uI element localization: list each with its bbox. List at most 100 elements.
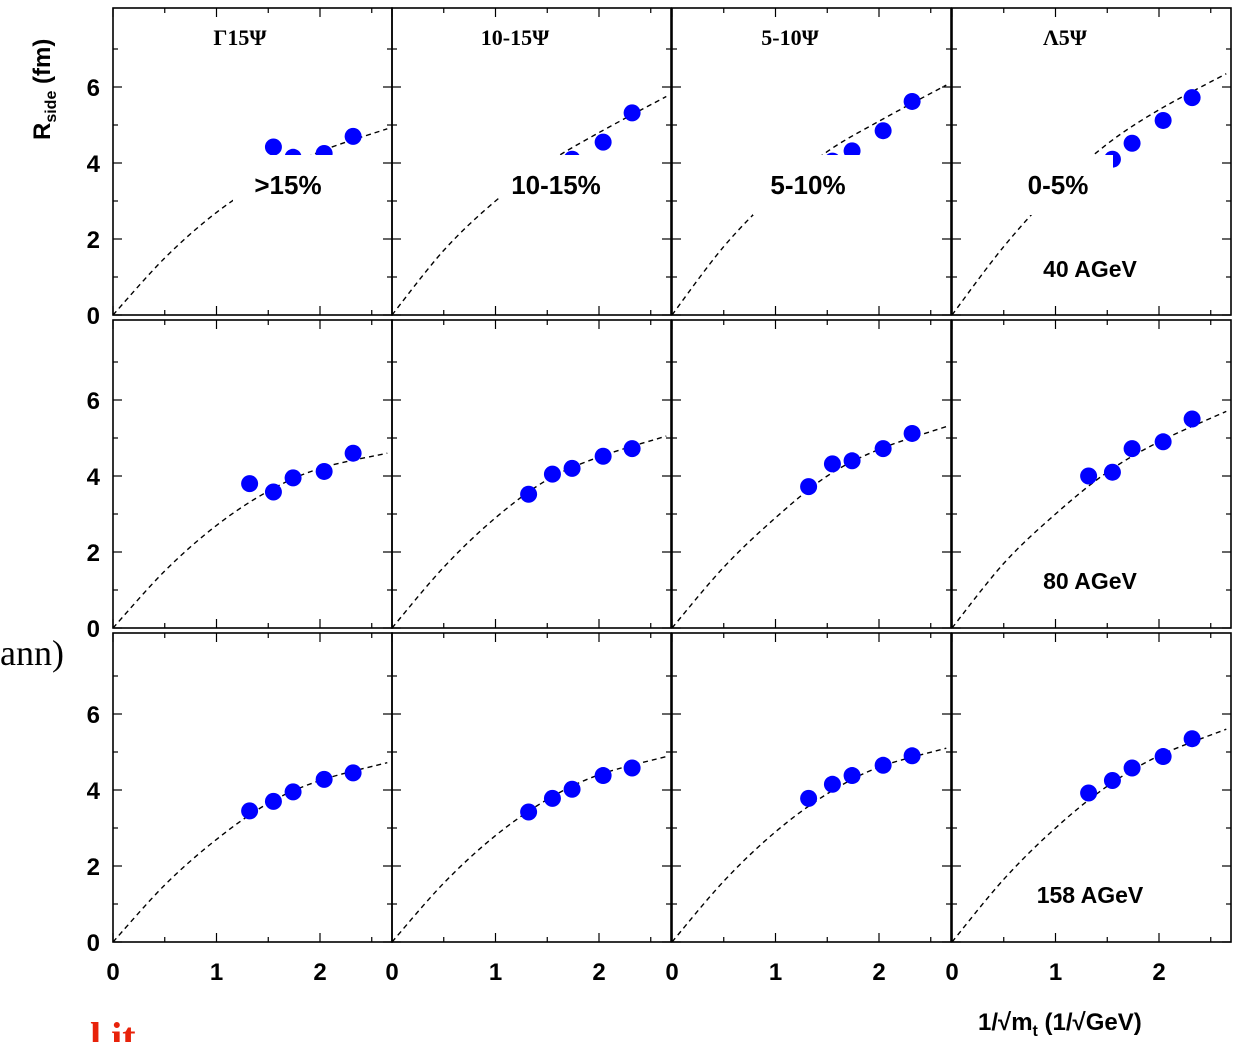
data-point-r2-c3 — [1183, 730, 1201, 748]
overlay-backdrop — [501, 155, 611, 215]
data-point-r1-c0 — [264, 483, 282, 501]
panel-frame-r1-c1 — [391, 319, 672, 629]
data-point-r1-c3 — [1183, 410, 1201, 428]
data-point-r2-c2 — [823, 775, 841, 793]
data-point-r1-c1 — [623, 440, 641, 458]
fragment-bottom-red: l it — [90, 1014, 136, 1042]
data-point-r2-c2 — [843, 767, 861, 785]
data-point-r0-c2 — [874, 122, 892, 140]
panel-frame-r0-c2 — [671, 7, 952, 316]
data-point-r2-c3 — [1123, 759, 1141, 777]
panel-frames — [112, 7, 1232, 943]
data-point-r0-c0 — [264, 138, 282, 156]
fit-curve-r2-c0 — [112, 761, 388, 943]
data-point-r1-c0 — [241, 475, 259, 493]
data-point-r1-c3 — [1154, 433, 1172, 451]
panel-frame-r2-c1 — [391, 632, 672, 943]
panel-frame-r1-c2 — [671, 319, 952, 629]
x-axis-title-unit: (1/√GeV) — [1038, 1009, 1142, 1036]
panel-frame-r2-c3 — [951, 632, 1232, 943]
overlay-backdrop — [233, 155, 343, 215]
x-tick-label: 1 — [489, 959, 502, 986]
x-tick-label: 0 — [665, 959, 678, 986]
data-point-r2-c2 — [874, 756, 892, 774]
column-overlay-label: 5-10% — [770, 170, 845, 200]
y-axis-title-unit: (fm) — [29, 39, 56, 91]
fit-curve-r1-c2 — [671, 425, 947, 629]
data-point-r0-c3 — [1183, 89, 1201, 107]
column-title: 10-15Ψ — [481, 25, 550, 50]
y-axis-title-sub: side — [43, 91, 60, 123]
fit-curve-r1-c3 — [951, 410, 1227, 629]
overlay-backdrop — [753, 155, 863, 215]
axis-ticks — [112, 8, 1231, 943]
panel-annotations: Γ15Ψ 10-15Ψ 5-10Ψ Λ5Ψ >15% 10-15% 5-10% 0-5% 40 … — [213, 25, 1144, 908]
column-overlay-label: >15% — [254, 170, 321, 200]
y-tick-label: 0 — [87, 303, 100, 330]
data-point-r2-c0 — [264, 792, 282, 810]
data-point-r0-c1 — [623, 104, 641, 122]
data-point-r1-c2 — [874, 440, 892, 458]
fragment-left-text: ann) — [0, 633, 64, 673]
data-point-r1-c0 — [315, 462, 333, 480]
overlay-backdrop — [1003, 155, 1113, 215]
panel-frame-r2-c2 — [671, 632, 952, 943]
x-tick-label: 0 — [106, 959, 119, 986]
x-tick-label: 2 — [1152, 959, 1165, 986]
data-point-r1-c1 — [594, 447, 612, 465]
y-tick-label: 6 — [87, 388, 100, 415]
x-tick-label: 1 — [769, 959, 782, 986]
y-axis-title: Rside (fm) — [29, 39, 60, 140]
tick-labels: 0 2 4 6 0 2 4 6 0 2 4 6 0 1 2 0 1 2 0 1 2 0 1 2 — [87, 75, 1166, 986]
data-point-r0-c0 — [344, 127, 362, 145]
y-tick-label: 4 — [87, 778, 101, 805]
data-point-r2-c1 — [623, 759, 641, 777]
data-point-r1-c0 — [284, 469, 302, 487]
y-tick-label: 2 — [87, 854, 100, 881]
data-point-r0-c2 — [903, 92, 921, 110]
data-point-r1-c1 — [543, 465, 561, 483]
column-title: Γ15Ψ — [213, 25, 267, 50]
y-tick-label: 4 — [87, 151, 101, 178]
column-title: 5-10Ψ — [761, 25, 819, 50]
fit-curve-r2-c2 — [671, 747, 947, 943]
data-point-r1-c3 — [1080, 467, 1098, 485]
data-point-r2-c1 — [563, 780, 581, 798]
panel-frame-r1-c3 — [951, 319, 1232, 629]
y-tick-label: 0 — [87, 930, 100, 957]
y-tick-label: 4 — [87, 464, 101, 491]
column-overlay-label: 10-15% — [511, 170, 601, 200]
panel-frame-r0-c1 — [391, 7, 672, 316]
data-point-r0-c3 — [1154, 111, 1172, 129]
data-point-r0-c3 — [1123, 134, 1141, 152]
fit-curve-r2-c3 — [951, 728, 1227, 943]
y-tick-label: 6 — [87, 702, 100, 729]
fit-curve-r2-c1 — [391, 755, 667, 943]
x-axis-title-main: 1/√m — [978, 1009, 1033, 1036]
row-energy-label: 158 AGeV — [1037, 882, 1144, 908]
column-overlay-label: 0-5% — [1028, 170, 1089, 200]
y-tick-label: 2 — [87, 227, 100, 254]
column-title: Λ5Ψ — [1043, 25, 1088, 50]
y-axis-title-main: R — [29, 123, 56, 140]
data-point-r2-c3 — [1154, 748, 1172, 766]
data-point-r2-c0 — [344, 764, 362, 782]
panel-frame-r0-c3 — [951, 7, 1232, 316]
data-point-r2-c2 — [800, 789, 818, 807]
data-point-r1-c1 — [520, 485, 538, 503]
fit-curve-r1-c1 — [391, 435, 667, 629]
data-point-r0-c1 — [594, 133, 612, 151]
data-point-r1-c2 — [903, 424, 921, 442]
data-point-r2-c0 — [284, 783, 302, 801]
data-point-r1-c3 — [1103, 463, 1121, 481]
data-point-r1-c0 — [344, 444, 362, 462]
x-tick-label: 2 — [872, 959, 885, 986]
data-point-r2-c3 — [1080, 784, 1098, 802]
data-point-r1-c2 — [843, 452, 861, 470]
panel-frame-r1-c0 — [112, 319, 393, 629]
x-tick-label: 1 — [210, 959, 223, 986]
data-point-r1-c3 — [1123, 440, 1141, 458]
row-energy-label: 80 AGeV — [1043, 568, 1137, 594]
x-tick-label: 1 — [1049, 959, 1062, 986]
